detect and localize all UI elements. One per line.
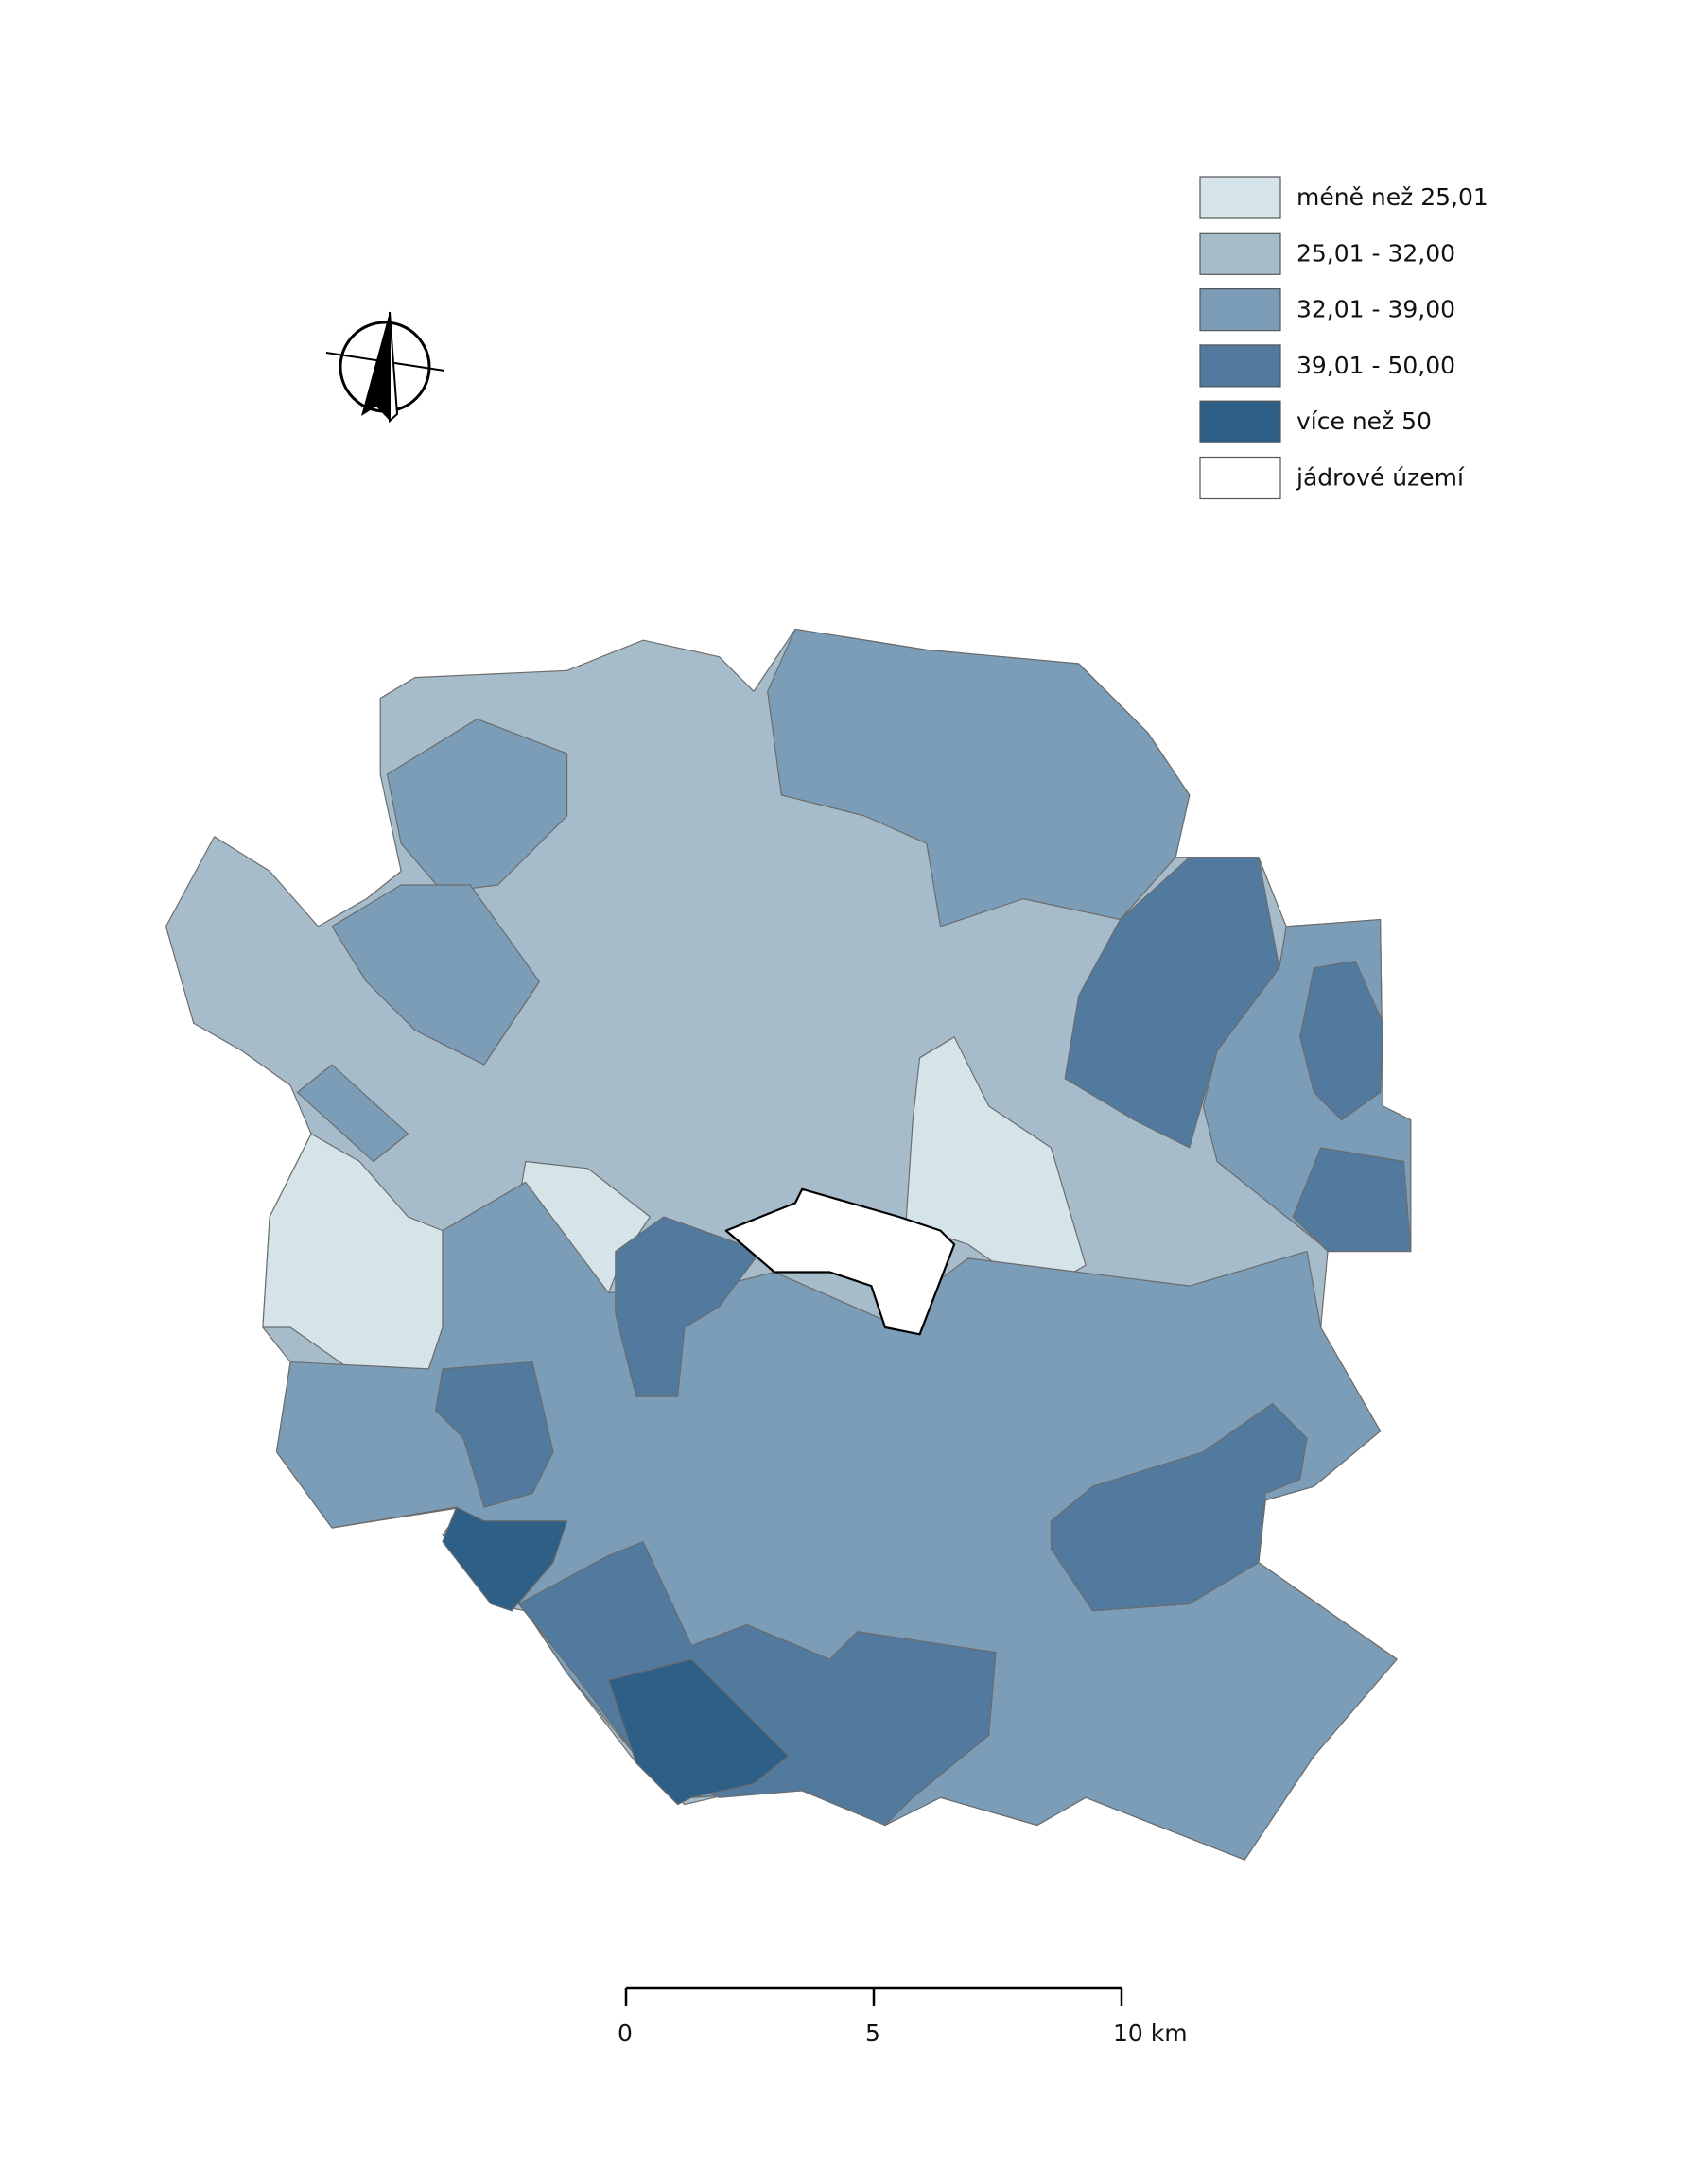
region [331, 884, 540, 1066]
legend-label: méně než 25,01 [1296, 183, 1488, 211]
legend-label: 25,01 - 32,00 [1296, 239, 1455, 267]
core-region [724, 1187, 956, 1336]
region [386, 718, 568, 893]
region [1299, 960, 1384, 1121]
legend-label: více než 50 [1296, 407, 1432, 435]
legend-swatch [1199, 288, 1281, 332]
legend-swatch [1199, 344, 1281, 388]
legend-label: jádrové území [1296, 464, 1465, 492]
region [1064, 857, 1280, 1149]
north-arrow-needle [389, 311, 399, 424]
legend-label: 32,01 - 39,00 [1296, 296, 1455, 323]
legend-swatch [1199, 456, 1281, 500]
legend-swatch [1199, 400, 1281, 443]
region [1292, 1147, 1412, 1253]
region [296, 1064, 409, 1163]
region [615, 1216, 761, 1397]
north-arrow-needle [361, 312, 390, 421]
legend-label: 39,01 - 50,00 [1296, 352, 1455, 379]
scale-label: 5 [865, 2019, 880, 2047]
north-arrow [325, 311, 445, 424]
legend-swatch [1199, 176, 1281, 219]
region [1050, 1402, 1308, 1612]
scale-bar: 0 5 10 km [618, 1986, 1188, 2047]
region [767, 628, 1191, 927]
legend: méně než 25,01 25,01 - 32,00 32,01 - 39,00… [1199, 176, 1488, 500]
map [165, 628, 1412, 1861]
region [442, 1506, 568, 1612]
region [607, 1658, 790, 1806]
legend-swatch [1199, 232, 1281, 275]
scale-label: 10 km [1113, 2019, 1188, 2047]
scale-label: 0 [618, 2019, 633, 2047]
region [435, 1361, 554, 1508]
